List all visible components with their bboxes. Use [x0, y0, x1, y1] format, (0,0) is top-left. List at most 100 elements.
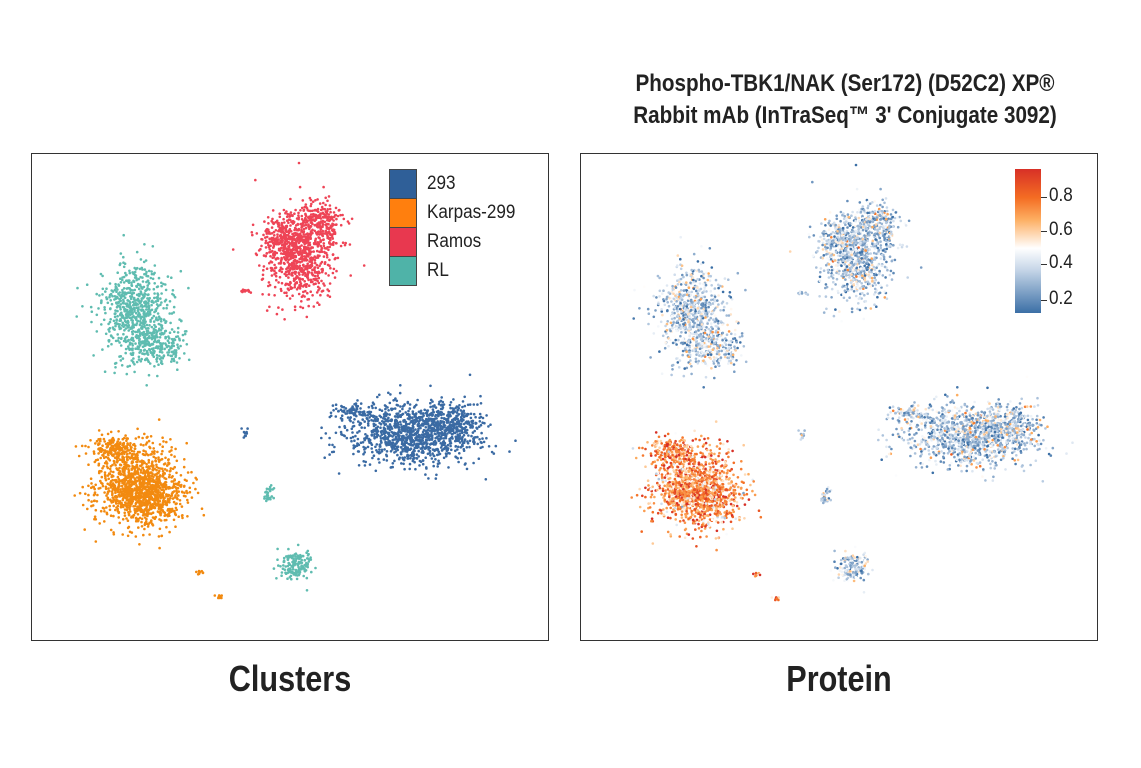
cell-point	[333, 445, 336, 449]
cell-point	[126, 502, 129, 505]
cell-point	[105, 511, 109, 515]
cell-point	[268, 305, 271, 309]
cell-point	[318, 214, 322, 217]
cell-point	[113, 295, 117, 298]
cell-point	[161, 357, 164, 360]
cell-point	[387, 443, 391, 447]
cell-point	[140, 461, 144, 464]
cell-point	[398, 391, 402, 395]
cell-point	[270, 226, 274, 229]
cell-point	[141, 514, 145, 517]
cell-point	[297, 260, 301, 264]
cell-point	[185, 441, 188, 445]
cell-point	[461, 410, 464, 414]
cell-point	[391, 448, 394, 451]
cell-point	[123, 511, 126, 515]
cell-point	[440, 413, 443, 417]
cell-point	[314, 199, 317, 202]
cell-point	[261, 293, 264, 296]
cell-point	[293, 308, 297, 312]
cell-point	[328, 258, 331, 262]
cell-point	[152, 320, 156, 323]
cell-point	[139, 305, 143, 308]
cell-point	[126, 534, 130, 538]
cell-point	[411, 424, 415, 428]
cell-point	[299, 284, 303, 287]
cell-point	[357, 410, 361, 414]
cell-point	[270, 274, 274, 277]
cell-point	[119, 463, 123, 467]
cell-point	[456, 408, 460, 412]
cell-point	[318, 254, 321, 258]
cell-point	[170, 344, 174, 348]
cell-point	[411, 444, 415, 447]
cell-point	[386, 406, 389, 409]
cell-point	[104, 290, 107, 293]
cell-point	[273, 285, 277, 289]
cell-point	[114, 324, 117, 328]
cell-point	[367, 439, 371, 443]
cell-point	[469, 412, 473, 416]
cell-point	[326, 235, 330, 238]
cell-point	[411, 412, 415, 415]
cell-point	[453, 410, 456, 413]
cell-point	[322, 215, 326, 219]
cell-point	[304, 226, 308, 230]
cell-point	[131, 325, 134, 329]
cell-point	[318, 250, 321, 254]
cell-point	[276, 233, 279, 236]
cell-point	[153, 516, 157, 519]
cell-point	[154, 328, 157, 332]
cell-point	[165, 464, 169, 467]
cell-point	[164, 298, 168, 302]
cell-point	[103, 473, 107, 477]
cell-point	[95, 500, 99, 503]
cell-point	[316, 274, 320, 278]
cell-point	[358, 423, 362, 427]
cell-point	[398, 410, 402, 413]
cell-point	[279, 233, 282, 237]
cell-point	[166, 514, 170, 518]
cell-point	[149, 276, 153, 280]
cell-point	[431, 452, 434, 455]
cell-point	[97, 443, 100, 447]
cell-point	[150, 343, 154, 346]
cell-point	[316, 301, 319, 304]
cell-point	[127, 467, 130, 471]
cell-point	[142, 309, 145, 312]
cell-point	[133, 470, 137, 473]
cell-point	[110, 342, 113, 346]
cell-point	[160, 452, 163, 456]
cell-point	[92, 493, 96, 497]
cell-point	[87, 463, 90, 467]
cell-point	[188, 486, 192, 490]
cell-point	[307, 284, 311, 287]
cell-point	[444, 436, 448, 440]
cell-point	[448, 439, 452, 443]
cell-point	[297, 266, 301, 270]
cell-point	[187, 358, 191, 362]
cell-point	[434, 477, 438, 480]
cell-point	[116, 499, 119, 503]
cell-point	[170, 492, 174, 496]
cell-point	[325, 211, 329, 215]
cell-point	[185, 343, 189, 346]
cell-point	[150, 270, 153, 273]
cell-point	[400, 437, 404, 441]
cell-point	[459, 446, 463, 449]
cell-point	[86, 507, 89, 511]
cell-point	[145, 308, 148, 311]
cell-point	[113, 448, 117, 452]
cell-point	[123, 262, 127, 265]
cell-point	[128, 451, 132, 455]
cell-point	[312, 218, 315, 221]
cell-point	[173, 512, 177, 515]
cell-point	[478, 412, 482, 416]
cell-point	[147, 360, 150, 363]
cell-point	[389, 393, 392, 396]
cell-point	[316, 266, 320, 270]
cell-point	[328, 453, 331, 456]
cell-point	[84, 492, 87, 496]
cell-point	[195, 478, 198, 481]
cell-point	[384, 413, 387, 416]
